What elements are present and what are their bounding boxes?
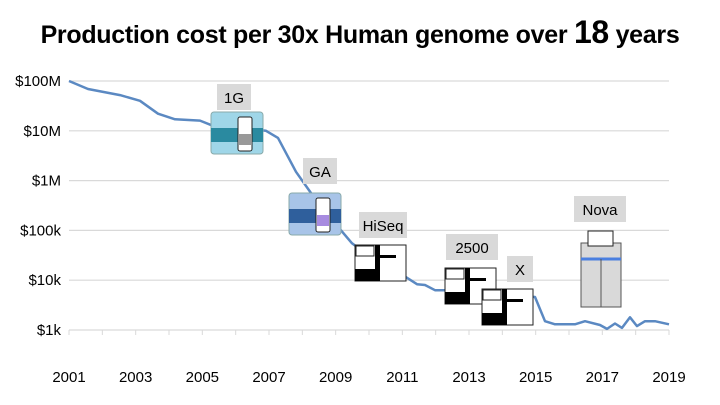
- annotation-label-bg: [217, 84, 251, 110]
- x-tick-label: 2001: [52, 369, 85, 386]
- machine-lid: [445, 268, 465, 280]
- x-tick-label: 2017: [586, 369, 619, 386]
- machine-lid: [355, 245, 375, 257]
- y-tick-label: $100M: [15, 73, 61, 90]
- x-tick-label: 2003: [119, 369, 152, 386]
- y-tick-label: $1k: [37, 322, 62, 339]
- chart-title: Production cost per 30x Human genome ove…: [0, 14, 720, 51]
- machine-base: [355, 269, 379, 281]
- x-tick-label: 2005: [186, 369, 219, 386]
- machine-band: [211, 128, 263, 142]
- cost-line: [68, 79, 670, 331]
- machine-lid: [482, 289, 502, 301]
- title-text: Production cost per 30x Human genome ove…: [40, 21, 574, 49]
- machine-divider: [465, 268, 470, 304]
- title-number: 18: [573, 14, 609, 50]
- x-tick-label: 2019: [652, 369, 685, 386]
- y-tick-label: $10M: [23, 123, 61, 140]
- annotation-label-bg: [574, 196, 626, 222]
- annotation-label: X: [515, 262, 525, 279]
- annotation-label-bg: [446, 234, 498, 260]
- machine-base: [445, 292, 469, 304]
- x-tick-label: 2015: [519, 369, 552, 386]
- y-tick-label: $10k: [28, 272, 61, 289]
- title-suffix: years: [608, 21, 680, 49]
- x-tick-label: 2011: [386, 369, 418, 386]
- annotation-label: 2500: [455, 240, 488, 257]
- machine-divider: [375, 245, 380, 281]
- machine-base: [482, 313, 506, 325]
- y-tick-label: $100k: [20, 222, 61, 239]
- annotation-label: 1G: [224, 90, 244, 107]
- x-tick-label: 2009: [319, 369, 352, 386]
- machine-divider: [502, 289, 507, 325]
- machine-band: [289, 209, 341, 223]
- machine-window: [239, 134, 251, 145]
- novaseq-lid: [587, 230, 614, 247]
- annotation-label: GA: [309, 164, 331, 181]
- y-tick-label: $1M: [32, 173, 61, 190]
- machine-handle: [380, 255, 396, 258]
- machine-handle: [507, 299, 523, 302]
- annotation-label: Nova: [582, 202, 618, 219]
- x-tick-label: 2007: [252, 369, 285, 386]
- annotation-label-bg: [507, 256, 533, 282]
- annotation-label-bg: [359, 212, 407, 238]
- machine-handle: [470, 278, 486, 281]
- x-tick-label: 2013: [452, 369, 485, 386]
- machine-window: [317, 215, 329, 226]
- annotation-label-bg: [303, 158, 337, 184]
- annotation-label: HiSeq: [363, 218, 404, 235]
